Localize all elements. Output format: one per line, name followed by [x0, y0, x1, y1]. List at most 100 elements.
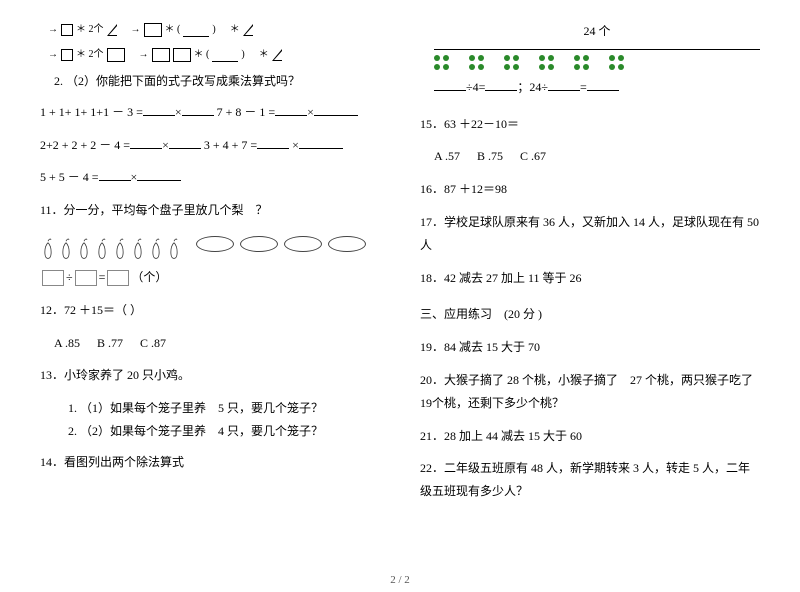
dot-icon [609, 64, 615, 70]
equals: = [99, 270, 106, 284]
dots-diagram: 24 个 ÷4=；24÷= [420, 20, 760, 99]
pear-icon [112, 238, 128, 260]
q2-text: （2）你能把下面的式子改写成乘法算式吗？ [66, 74, 300, 88]
question-22: 22．二年级五班原有 48 人，新学期转来 3 人，转走 5 人，二年级五班现有… [420, 457, 760, 503]
shape-group: →＊ () [139, 45, 245, 64]
arrow-icon: → [131, 20, 141, 39]
option-c: C .67 [520, 149, 546, 163]
equation-line-2: 2+2 + 2 + 2 － 4 =× 3 + 4 + 7 = × [40, 134, 380, 157]
dot-group [434, 55, 449, 70]
dot-icon [548, 64, 554, 70]
q13-sub2: 2. （2）如果每个笼子里养 4 只，要几个笼子？ [40, 420, 380, 443]
question-21: 21．28 加上 44 减去 15 大于 60 [420, 425, 760, 448]
shape-note: ＊ [230, 20, 240, 39]
eq-times: × [131, 170, 138, 184]
left-column: →＊ 2个 →＊ () ＊ →＊ 2个 →＊ () ＊ 2. （2）你能把下面的… [40, 20, 380, 513]
shape-note: ) [212, 20, 215, 39]
dot-row [609, 64, 624, 70]
shape-group: ＊ [230, 20, 253, 39]
question-17: 17．学校足球队原来有 36 人，又新加入 14 人，足球队现在有 50人 [420, 211, 760, 257]
option-b: B .77 [97, 336, 123, 350]
dot-icon [469, 55, 475, 61]
question-16: 16．87 ＋12＝98 [420, 178, 760, 201]
dot-row [609, 55, 624, 61]
dot-row [469, 64, 484, 70]
eq-mid: ；24÷ [517, 80, 548, 94]
dot-icon [504, 64, 510, 70]
blank [485, 77, 517, 91]
q11-formula: ÷=（个） [40, 266, 380, 289]
rect-icon [144, 23, 162, 37]
page-footer: 2 / 2 [0, 574, 800, 586]
shape-group: →＊ 2个 [48, 45, 125, 64]
square-icon [61, 49, 73, 61]
pear-icon [130, 238, 146, 260]
dot-icon [574, 64, 580, 70]
question-18: 18．42 减去 27 加上 11 等于 26 [420, 267, 760, 290]
dot-icon [469, 64, 475, 70]
shape-note: ＊ 2个 [76, 45, 104, 64]
q12-options: A .85 B .77 C .87 [40, 332, 380, 355]
dot-row [434, 64, 449, 70]
shape-note: ＊ ( [194, 45, 210, 64]
option-a: A .57 [434, 149, 460, 163]
option-c: C .87 [140, 336, 166, 350]
dot-icon [478, 64, 484, 70]
dot-icon [539, 55, 545, 61]
blank [130, 135, 162, 149]
pears-group [40, 238, 182, 260]
blank [275, 102, 307, 116]
eq-text: 7 + 8 － 1 = [217, 105, 276, 119]
plate-icon [284, 236, 322, 252]
subtext: （2）如果每个笼子里养 4 只，要几个笼子？ [80, 424, 323, 438]
triangle-icon [243, 24, 253, 36]
eq-a: ÷4= [466, 80, 485, 94]
dot-icon [583, 55, 589, 61]
dot-icon [583, 64, 589, 70]
dot-icon [618, 55, 624, 61]
blank [314, 102, 358, 116]
question-11: 11．分一分，平均每个盘子里放几个梨 ？ [40, 199, 380, 222]
eq-text: 1 + 1+ 1+ 1+1 － 3 = [40, 105, 143, 119]
shape-note: ＊ ( [165, 20, 181, 39]
q2-num: 2. [54, 74, 63, 88]
dot-icon [434, 64, 440, 70]
equation-line-3: 5 + 5 － 4 =× [40, 166, 380, 189]
square-icon [61, 24, 73, 36]
dot-row [504, 55, 519, 61]
blank [99, 167, 131, 181]
dots-label: 24 个 [434, 20, 760, 43]
blank [548, 77, 580, 91]
dot-group [539, 55, 554, 70]
question-20: 20．大猴子摘了 28 个桃，小猴子摘了 27 个桃，两只猴子吃了 19个桃，还… [420, 369, 760, 415]
dot-icon [609, 55, 615, 61]
option-b: B .75 [477, 149, 503, 163]
pear-icon [58, 238, 74, 260]
pear-icon [40, 238, 56, 260]
pear-icon [166, 238, 182, 260]
dot-icon [443, 64, 449, 70]
blank [257, 135, 289, 149]
dot-group [504, 55, 519, 70]
dot-icon [548, 55, 554, 61]
shape-diagram-row-1: →＊ 2个 →＊ () ＊ [40, 20, 380, 39]
blank [587, 77, 619, 91]
plate-icon [328, 236, 366, 252]
arrow-icon: → [48, 20, 58, 39]
blank [299, 135, 343, 149]
dot-icon [478, 55, 484, 61]
blank [137, 167, 181, 181]
dot-row [539, 55, 554, 61]
dot-icon [504, 55, 510, 61]
dot-row [434, 55, 449, 61]
rect-icon [107, 48, 125, 62]
eq-times: × [307, 105, 314, 119]
option-a: A .85 [54, 336, 80, 350]
shape-note: ＊ [259, 45, 269, 64]
blank [212, 48, 238, 62]
question-14: 14．看图列出两个除法算式 [40, 451, 380, 474]
arrow-icon: → [139, 45, 149, 64]
dot-icon [539, 64, 545, 70]
rect-icon [173, 48, 191, 62]
divide: ÷ [66, 270, 73, 284]
